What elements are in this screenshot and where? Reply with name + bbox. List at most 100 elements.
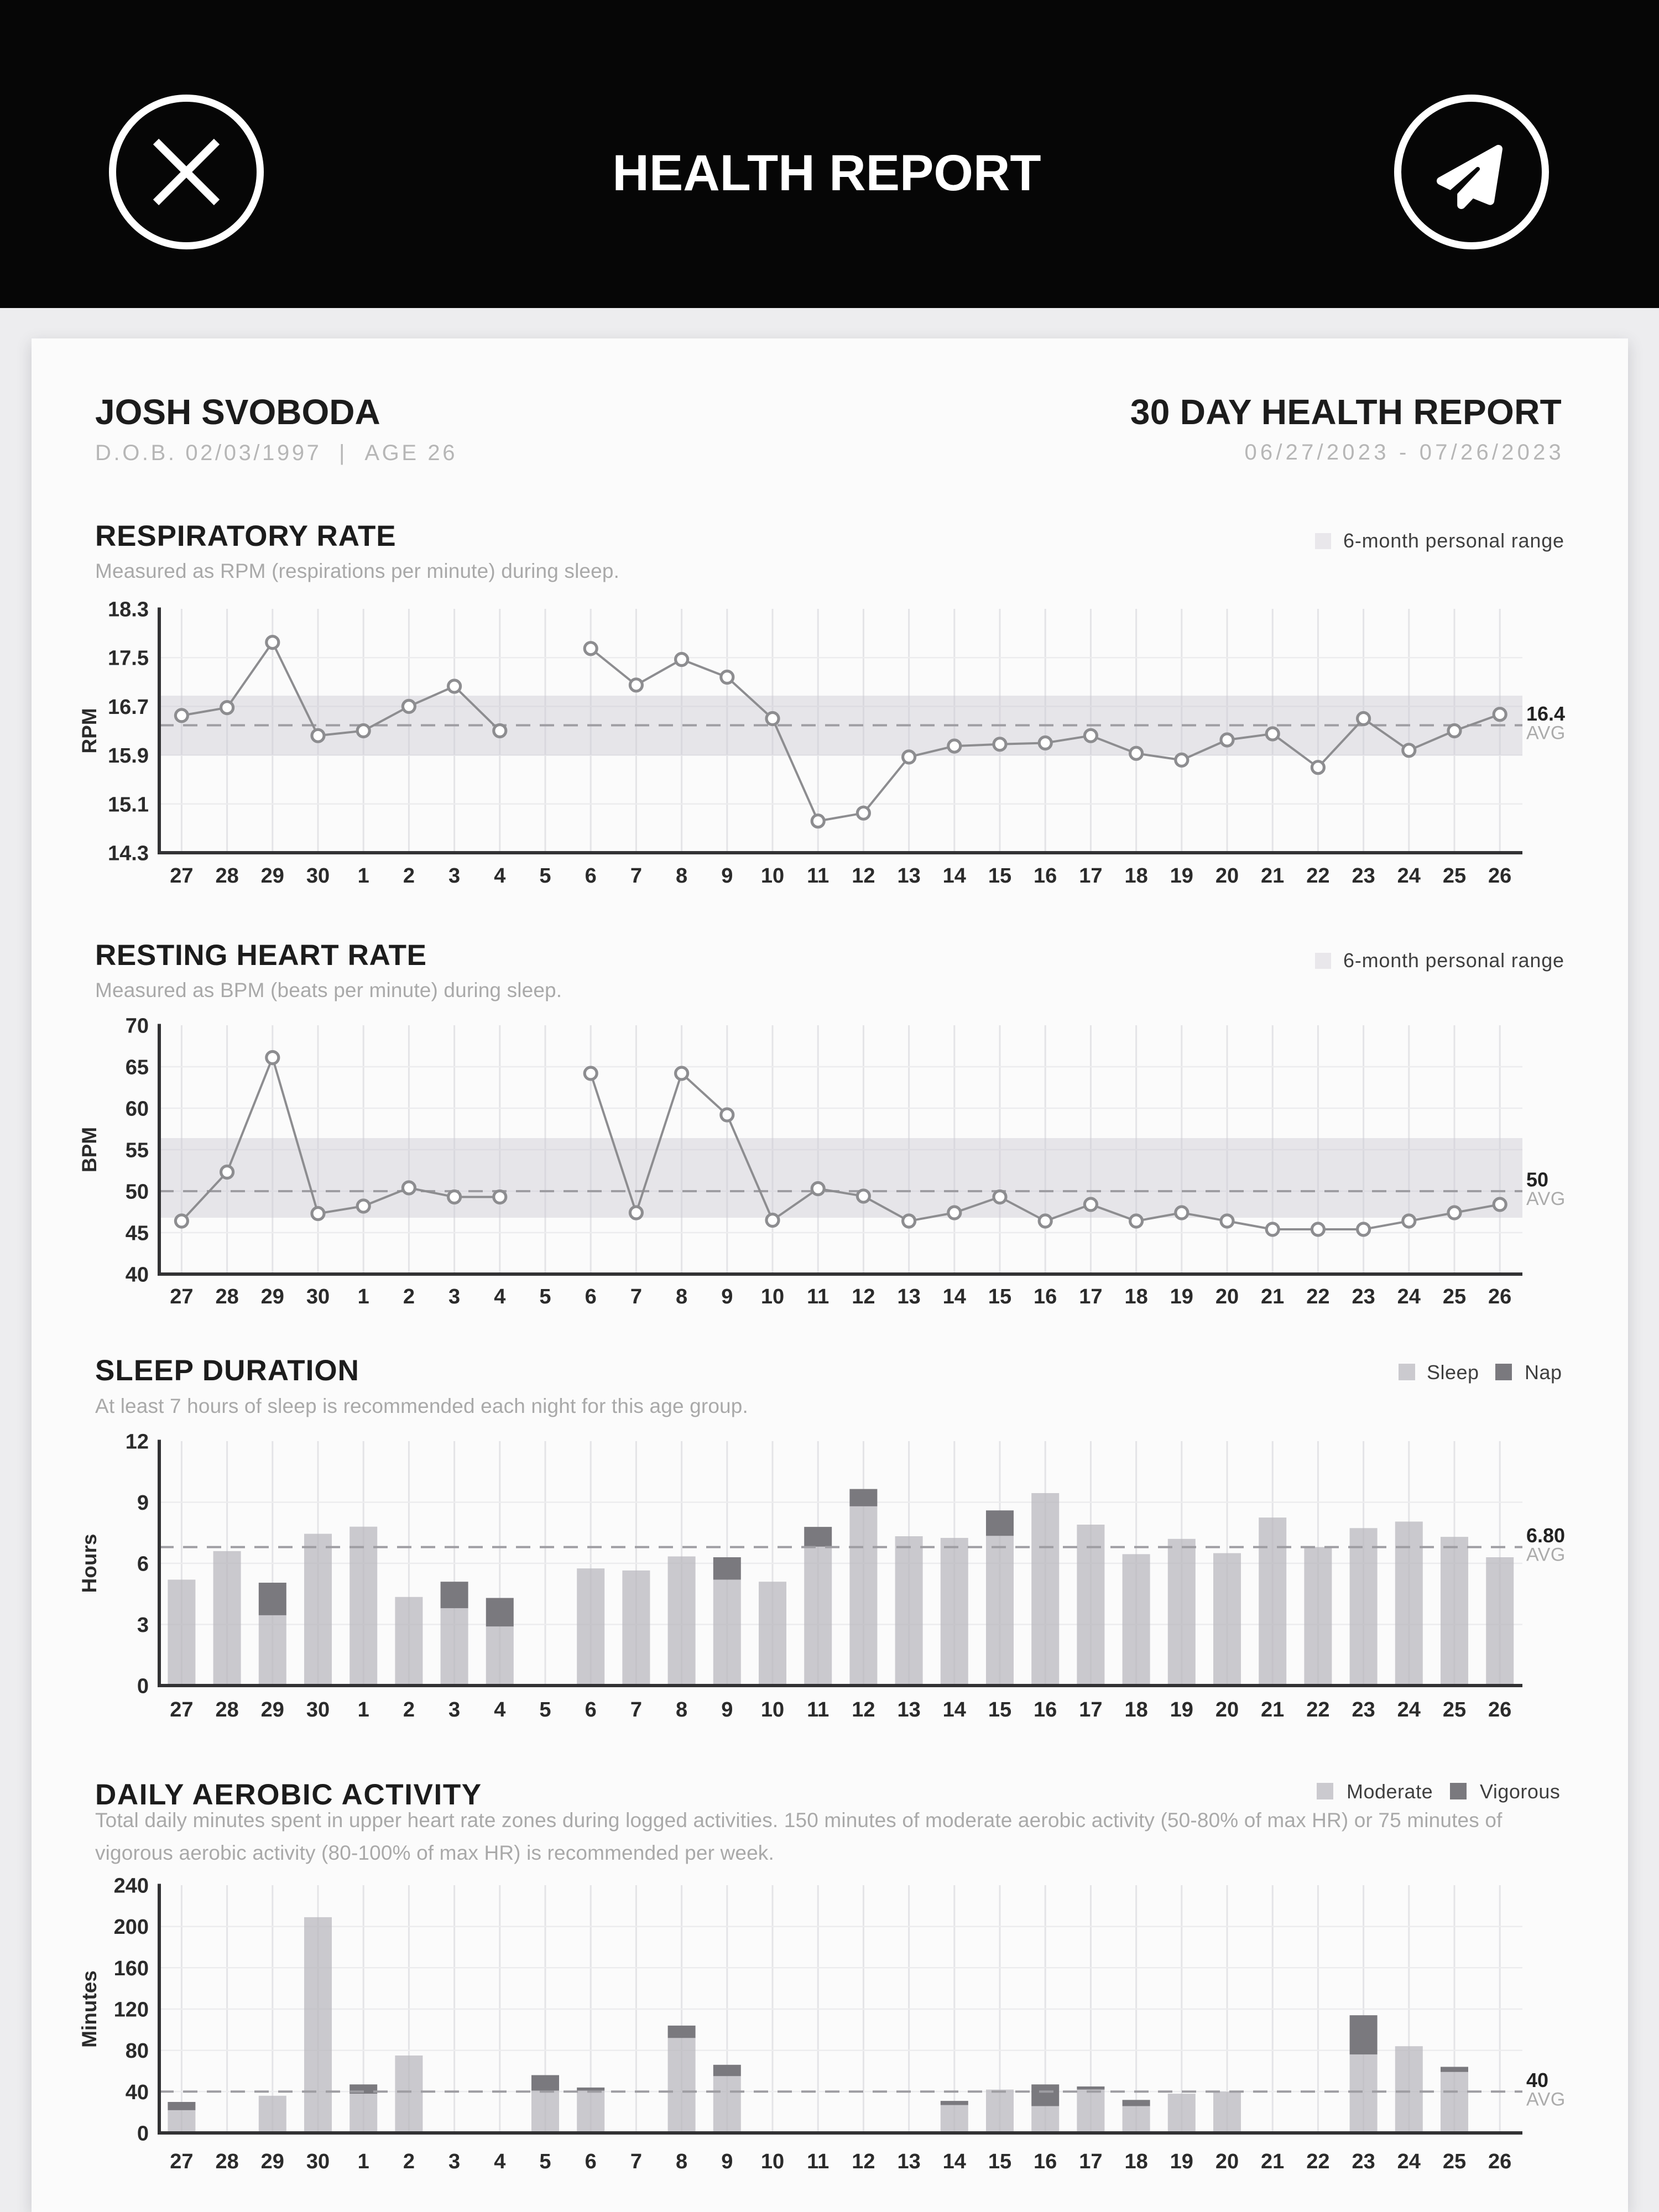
svg-text:40: 40 (126, 1264, 149, 1287)
svg-text:17: 17 (1079, 2150, 1102, 2173)
svg-text:15.9: 15.9 (108, 744, 149, 768)
svg-text:1: 1 (358, 2150, 369, 2173)
svg-text:40: 40 (126, 2081, 149, 2104)
svg-text:AVG: AVG (1526, 1188, 1566, 1209)
svg-text:18: 18 (1124, 864, 1147, 888)
svg-text:5: 5 (539, 1698, 551, 1721)
svg-text:7: 7 (630, 864, 642, 888)
svg-text:160: 160 (114, 1957, 149, 1980)
svg-text:25: 25 (1443, 1285, 1466, 1308)
svg-text:13: 13 (897, 864, 920, 888)
svg-text:18: 18 (1124, 1285, 1147, 1308)
svg-text:Hours: Hours (78, 1534, 101, 1593)
svg-text:40: 40 (1526, 2069, 1548, 2091)
svg-text:19: 19 (1170, 2150, 1193, 2173)
svg-text:22: 22 (1306, 2150, 1329, 2173)
svg-text:30: 30 (306, 1698, 330, 1721)
svg-text:4: 4 (494, 1698, 505, 1721)
svg-text:9: 9 (721, 864, 733, 888)
svg-text:28: 28 (215, 1698, 238, 1721)
svg-text:25: 25 (1443, 2150, 1466, 2173)
svg-text:4: 4 (494, 1285, 505, 1308)
svg-text:24: 24 (1397, 1698, 1421, 1721)
svg-text:1: 1 (358, 864, 369, 888)
svg-text:20: 20 (1215, 864, 1239, 888)
svg-text:19: 19 (1170, 1285, 1193, 1308)
svg-text:17.5: 17.5 (108, 647, 149, 670)
svg-text:10: 10 (761, 1698, 784, 1721)
svg-text:15: 15 (988, 2150, 1011, 2173)
svg-text:8: 8 (676, 1285, 687, 1308)
svg-text:9: 9 (721, 2150, 733, 2173)
svg-text:18.3: 18.3 (108, 598, 149, 622)
svg-text:25: 25 (1443, 864, 1466, 888)
svg-text:6: 6 (585, 1285, 597, 1308)
svg-text:6.80: 6.80 (1526, 1524, 1565, 1547)
svg-text:8: 8 (676, 864, 687, 888)
svg-text:3: 3 (448, 2150, 460, 2173)
svg-text:16.7: 16.7 (108, 696, 149, 719)
svg-text:16: 16 (1034, 864, 1057, 888)
svg-text:16: 16 (1034, 1698, 1057, 1721)
svg-text:12: 12 (852, 1285, 875, 1308)
svg-text:4: 4 (494, 2150, 505, 2173)
svg-text:2: 2 (403, 1285, 415, 1308)
svg-text:23: 23 (1352, 864, 1375, 888)
svg-text:120: 120 (114, 1999, 149, 2022)
svg-text:19: 19 (1170, 864, 1193, 888)
svg-text:2: 2 (403, 1698, 415, 1721)
svg-text:13: 13 (897, 1285, 920, 1308)
svg-text:5: 5 (539, 1285, 551, 1308)
svg-text:17: 17 (1079, 864, 1102, 888)
svg-text:24: 24 (1397, 2150, 1421, 2173)
svg-text:AVG: AVG (1526, 1545, 1566, 1566)
svg-text:16: 16 (1034, 2150, 1057, 2173)
svg-text:1: 1 (358, 1698, 369, 1721)
svg-text:70: 70 (126, 1015, 149, 1038)
svg-text:27: 27 (170, 1698, 193, 1721)
svg-text:27: 27 (170, 2150, 193, 2173)
svg-text:50: 50 (1526, 1168, 1548, 1191)
svg-text:3: 3 (448, 1285, 460, 1308)
svg-text:7: 7 (630, 2150, 642, 2173)
svg-text:14: 14 (943, 1698, 966, 1721)
svg-text:0: 0 (137, 1675, 149, 1698)
svg-text:29: 29 (261, 1285, 284, 1308)
svg-text:10: 10 (761, 864, 784, 888)
svg-text:14.3: 14.3 (108, 842, 149, 865)
svg-text:3: 3 (448, 1698, 460, 1721)
svg-text:1: 1 (358, 1285, 369, 1308)
svg-text:22: 22 (1306, 1285, 1329, 1308)
svg-text:18: 18 (1124, 1698, 1147, 1721)
svg-text:7: 7 (630, 1698, 642, 1721)
svg-text:5: 5 (539, 864, 551, 888)
svg-text:6: 6 (585, 864, 597, 888)
svg-text:21: 21 (1261, 864, 1284, 888)
svg-text:30: 30 (306, 864, 330, 888)
svg-text:5: 5 (539, 2150, 551, 2173)
svg-text:20: 20 (1215, 2150, 1239, 2173)
svg-text:12: 12 (852, 1698, 875, 1721)
svg-text:26: 26 (1488, 864, 1511, 888)
svg-text:17: 17 (1079, 1698, 1102, 1721)
svg-text:9: 9 (137, 1491, 149, 1515)
svg-text:10: 10 (761, 2150, 784, 2173)
svg-text:6: 6 (585, 1698, 597, 1721)
svg-text:12: 12 (126, 1431, 149, 1454)
svg-text:7: 7 (630, 1285, 642, 1308)
svg-text:15: 15 (988, 1698, 1011, 1721)
svg-text:14: 14 (943, 2150, 966, 2173)
svg-text:50: 50 (126, 1181, 149, 1204)
svg-text:65: 65 (126, 1056, 149, 1079)
svg-text:12: 12 (852, 864, 875, 888)
svg-text:6: 6 (585, 2150, 597, 2173)
svg-text:80: 80 (126, 2039, 149, 2063)
svg-text:11: 11 (807, 1698, 829, 1721)
svg-text:60: 60 (126, 1098, 149, 1121)
svg-text:21: 21 (1261, 2150, 1284, 2173)
svg-text:22: 22 (1306, 1698, 1329, 1721)
svg-text:29: 29 (261, 1698, 284, 1721)
svg-text:26: 26 (1488, 1285, 1511, 1308)
svg-text:19: 19 (1170, 1698, 1193, 1721)
svg-text:28: 28 (215, 1285, 238, 1308)
